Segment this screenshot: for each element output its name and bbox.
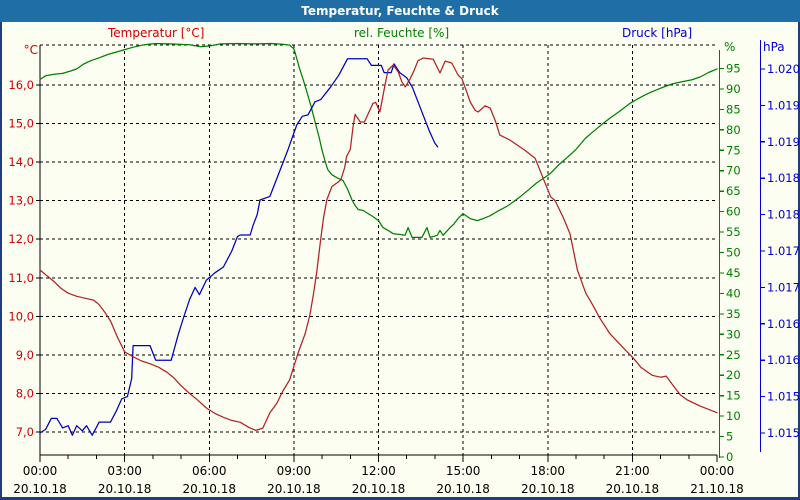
window-border-bottom xyxy=(0,497,800,500)
pressure-tick-label: 1.019 xyxy=(767,98,800,112)
x-date-label: 20.10.18 xyxy=(267,482,320,496)
humidity-line xyxy=(39,42,718,239)
pressure-tick-label: 1.016 xyxy=(767,353,800,367)
window-border-left xyxy=(0,22,2,500)
humidity-tick-label: 45 xyxy=(726,266,741,280)
humidity-tick-label: 95 xyxy=(726,61,741,75)
temperature-tick-label: 11,0 xyxy=(8,271,34,285)
pressure-axis-unit: hPa xyxy=(763,40,785,54)
humidity-tick-label: 55 xyxy=(726,225,741,239)
humidity-tick-label: 20 xyxy=(726,368,741,382)
humidity-tick-label: 10 xyxy=(726,409,741,423)
humidity-tick-label: 25 xyxy=(726,348,741,362)
humidity-tick-label: 35 xyxy=(726,307,741,321)
x-date-label: 20.10.18 xyxy=(352,482,405,496)
temperature-axis-unit: °C xyxy=(23,43,38,57)
x-date-label: 20.10.18 xyxy=(521,482,574,496)
x-date-label: 20.10.18 xyxy=(606,482,659,496)
temperature-tick-label: 9,0 xyxy=(16,348,34,362)
pressure-line xyxy=(39,58,439,436)
window-border-right xyxy=(798,22,800,500)
window-title: Temperatur, Feuchte & Druck xyxy=(301,4,499,18)
humidity-tick-label: 0 xyxy=(726,450,733,464)
temperature-tick-label: 13,0 xyxy=(8,194,34,208)
temperature-tick-label: 14,0 xyxy=(8,155,34,169)
temperature-line xyxy=(39,57,718,432)
x-date-label: 21.10.18 xyxy=(690,482,743,496)
legend-pressure: Druck [hPa] xyxy=(622,26,693,40)
window-titlebar[interactable]: Temperatur, Feuchte & Druck xyxy=(0,0,800,22)
humidity-tick-label: 15 xyxy=(726,389,741,403)
legend-humidity: rel. Feuchte [%] xyxy=(354,26,450,40)
x-date-label: 20.10.18 xyxy=(98,482,151,496)
x-date-label: 20.10.18 xyxy=(183,482,236,496)
x-time-label: 00:00 xyxy=(23,464,58,478)
legend-temperature: Temperatur [°C] xyxy=(108,26,205,40)
humidity-tick-label: 50 xyxy=(726,246,741,260)
x-date-label: 20.10.18 xyxy=(436,482,489,496)
pressure-tick-label: 1.015 xyxy=(767,390,800,404)
pressure-tick-label: 1.015 xyxy=(767,426,800,440)
humidity-tick-label: 70 xyxy=(726,164,741,178)
temperature-tick-label: 7,0 xyxy=(16,425,34,439)
pressure-tick-label: 1.020 xyxy=(767,62,800,76)
humidity-tick-label: 65 xyxy=(726,184,741,198)
pressure-tick-label: 1.017 xyxy=(767,280,800,294)
humidity-tick-label: 80 xyxy=(726,123,741,137)
pressure-tick-label: 1.017 xyxy=(767,244,800,258)
x-time-label: 00:00 xyxy=(700,464,735,478)
pressure-tick-label: 1.018 xyxy=(767,171,800,185)
x-date-label: 20.10.18 xyxy=(13,482,66,496)
pressure-tick-label: 1.018 xyxy=(767,208,800,222)
humidity-tick-label: 30 xyxy=(726,327,741,341)
x-time-label: 06:00 xyxy=(192,464,227,478)
humidity-tick-label: 5 xyxy=(726,430,733,444)
x-time-label: 15:00 xyxy=(446,464,481,478)
humidity-tick-label: 40 xyxy=(726,286,741,300)
x-time-label: 03:00 xyxy=(107,464,142,478)
x-time-label: 21:00 xyxy=(615,464,650,478)
humidity-tick-label: 75 xyxy=(726,143,741,157)
pressure-tick-label: 1.019 xyxy=(767,135,800,149)
temperature-tick-label: 12,0 xyxy=(8,232,34,246)
temperature-tick-label: 10,0 xyxy=(8,309,34,323)
humidity-tick-label: 60 xyxy=(726,205,741,219)
humidity-tick-label: 85 xyxy=(726,102,741,116)
pressure-tick-label: 1.016 xyxy=(767,317,800,331)
x-time-label: 12:00 xyxy=(361,464,396,478)
gridlines xyxy=(40,44,717,455)
temperature-tick-label: 16,0 xyxy=(8,78,34,92)
humidity-tick-label: 90 xyxy=(726,82,741,96)
temperature-tick-label: 8,0 xyxy=(16,386,34,400)
temperature-tick-label: 15,0 xyxy=(8,117,34,131)
x-time-label: 09:00 xyxy=(277,464,312,478)
x-time-label: 18:00 xyxy=(530,464,565,478)
humidity-axis-unit: % xyxy=(724,40,736,54)
